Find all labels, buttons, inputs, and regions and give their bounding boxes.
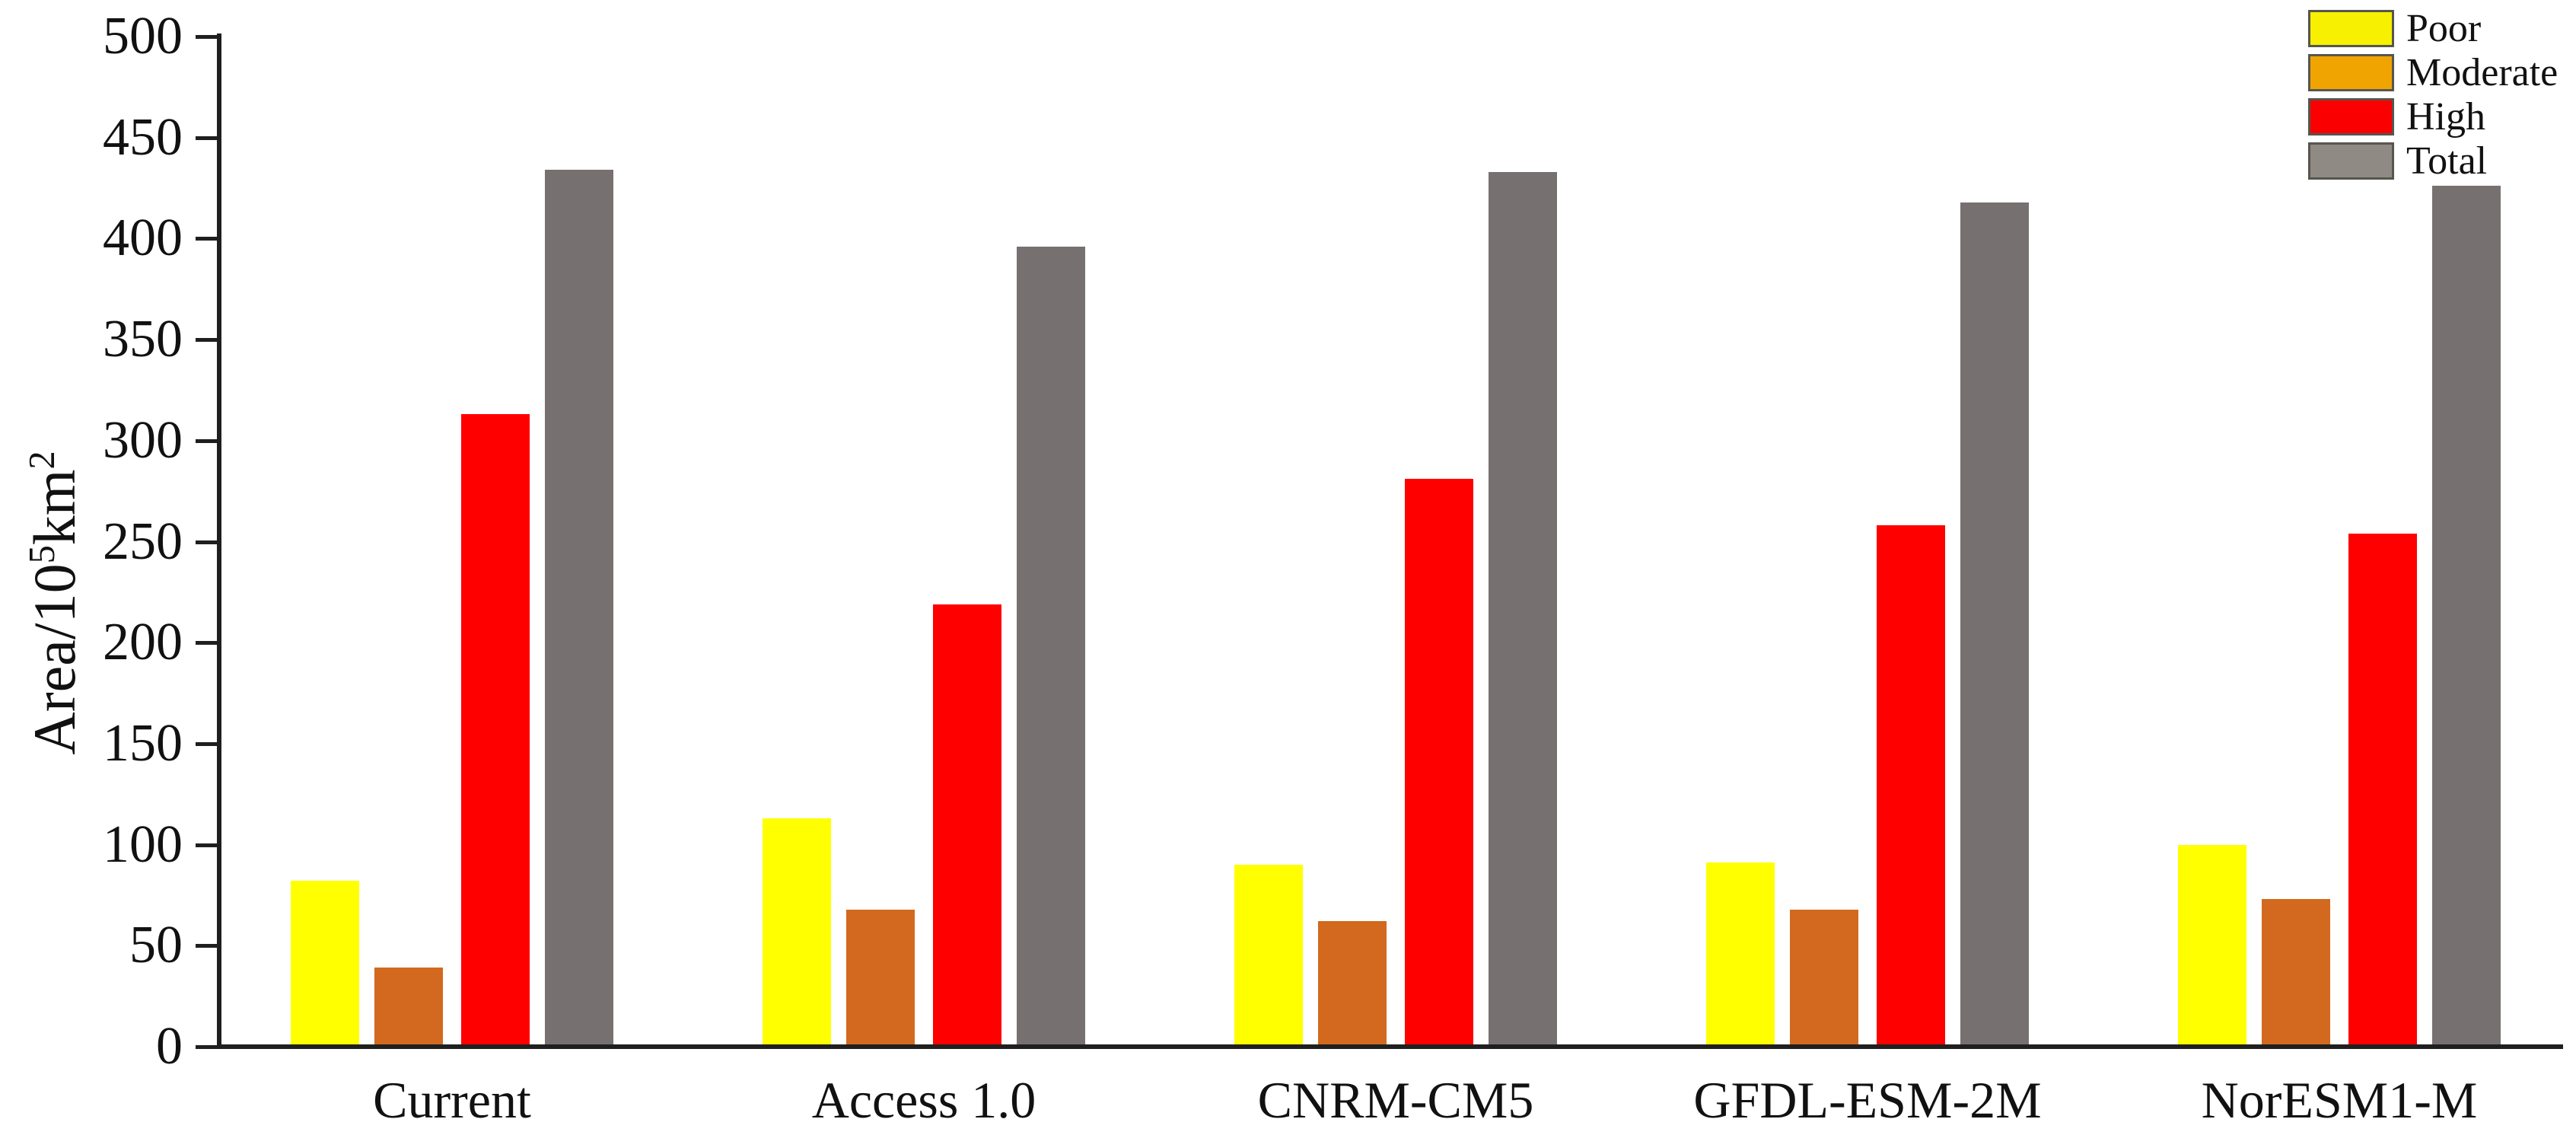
bar-total-access-1-0 bbox=[1017, 247, 1085, 1047]
bar-moderate-current bbox=[374, 968, 443, 1047]
y-tick-mark bbox=[196, 742, 217, 746]
y-tick-label: 300 bbox=[103, 411, 183, 470]
legend-label-moderate: Moderate bbox=[2406, 51, 2558, 94]
x-axis-line bbox=[217, 1044, 2563, 1049]
y-tick-label: 500 bbox=[103, 7, 183, 65]
bar-moderate-cnrm-cm5 bbox=[1318, 921, 1387, 1047]
bar-high-gfdl-esm-2m bbox=[1877, 525, 1945, 1047]
legend-swatch-moderate bbox=[2308, 54, 2394, 91]
y-tick-label: 200 bbox=[103, 613, 183, 671]
legend-label-total: Total bbox=[2406, 139, 2488, 183]
y-tick-label: 50 bbox=[129, 916, 183, 974]
legend-item-total: Total bbox=[2308, 139, 2558, 183]
y-tick-label: 450 bbox=[103, 108, 183, 167]
y-tick-mark bbox=[196, 843, 217, 847]
y-tick-mark bbox=[196, 338, 217, 342]
bar-total-current bbox=[545, 170, 613, 1047]
y-tick-mark bbox=[196, 237, 217, 241]
y-tick-mark bbox=[196, 641, 217, 645]
x-axis-label-cnrm-cm5: CNRM-CM5 bbox=[1257, 1071, 1534, 1129]
y-tick-label: 100 bbox=[103, 815, 183, 874]
y-tick-label: 0 bbox=[156, 1017, 183, 1076]
x-axis-label-current: Current bbox=[373, 1071, 531, 1129]
bar-poor-current bbox=[291, 881, 359, 1047]
bar-poor-cnrm-cm5 bbox=[1234, 865, 1303, 1047]
legend-label-high: High bbox=[2406, 95, 2485, 139]
y-tick-label: 400 bbox=[103, 209, 183, 267]
legend-item-poor: Poor bbox=[2308, 7, 2558, 50]
bar-high-access-1-0 bbox=[933, 604, 1001, 1047]
y-axis-title: Area/105km2 bbox=[21, 451, 89, 754]
legend-swatch-high bbox=[2308, 98, 2394, 135]
y-tick-mark bbox=[196, 35, 217, 39]
bar-high-cnrm-cm5 bbox=[1405, 479, 1473, 1047]
legend: Poor Moderate High Total bbox=[2308, 7, 2558, 187]
bar-poor-gfdl-esm-2m bbox=[1706, 862, 1775, 1047]
y-tick-mark bbox=[196, 1045, 217, 1049]
bar-high-current bbox=[461, 414, 530, 1047]
legend-item-high: High bbox=[2308, 95, 2558, 139]
bar-total-noresm1-m bbox=[2432, 186, 2501, 1047]
y-tick-mark bbox=[196, 944, 217, 948]
x-axis-label-access-1-0: Access 1.0 bbox=[811, 1071, 1036, 1129]
x-axis-label-noresm1-m: NorESM1-M bbox=[2201, 1071, 2478, 1129]
bar-moderate-noresm1-m bbox=[2262, 899, 2330, 1047]
legend-swatch-poor bbox=[2308, 10, 2394, 47]
y-axis-line bbox=[217, 33, 221, 1049]
y-tick-mark bbox=[196, 439, 217, 443]
bar-poor-access-1-0 bbox=[763, 818, 831, 1047]
legend-item-moderate: Moderate bbox=[2308, 51, 2558, 94]
bar-high-noresm1-m bbox=[2348, 534, 2417, 1047]
bar-total-gfdl-esm-2m bbox=[1960, 202, 2029, 1047]
bar-moderate-gfdl-esm-2m bbox=[1790, 910, 1858, 1047]
legend-label-poor: Poor bbox=[2406, 7, 2482, 50]
x-axis-label-gfdl-esm-2m: GFDL-ESM-2M bbox=[1693, 1071, 2042, 1129]
y-tick-label: 350 bbox=[103, 310, 183, 368]
y-tick-mark bbox=[196, 540, 217, 544]
bar-poor-noresm1-m bbox=[2178, 845, 2246, 1047]
y-tick-label: 150 bbox=[103, 714, 183, 773]
legend-swatch-total bbox=[2308, 142, 2394, 180]
y-tick-label: 250 bbox=[103, 512, 183, 571]
y-tick-mark bbox=[196, 136, 217, 140]
bar-total-cnrm-cm5 bbox=[1489, 172, 1557, 1047]
bar-moderate-access-1-0 bbox=[846, 910, 915, 1047]
